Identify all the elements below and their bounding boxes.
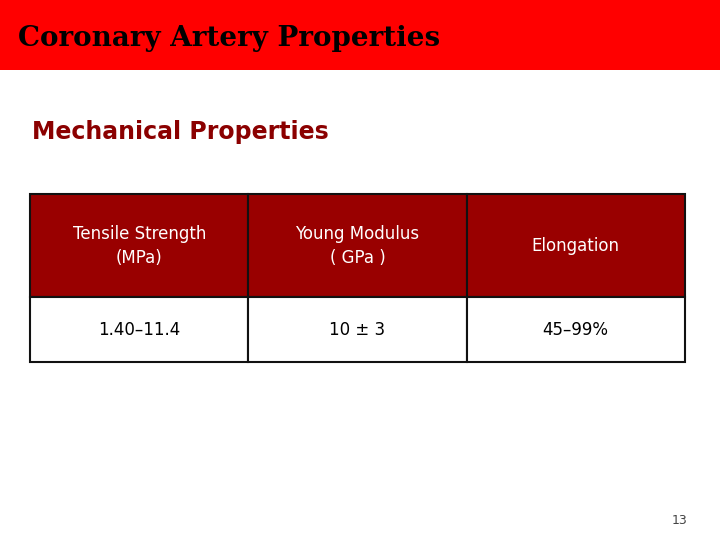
Text: Tensile Strength: Tensile Strength <box>73 225 206 243</box>
Text: 10 ± 3: 10 ± 3 <box>330 321 385 339</box>
Text: 13: 13 <box>672 514 688 526</box>
Text: (MPa): (MPa) <box>116 249 163 267</box>
Text: Mechanical Properties: Mechanical Properties <box>32 120 329 144</box>
Text: Elongation: Elongation <box>531 237 620 255</box>
Text: Young Modulus: Young Modulus <box>295 225 420 243</box>
Text: 1.40–11.4: 1.40–11.4 <box>98 321 181 339</box>
Text: ( GPa ): ( GPa ) <box>330 249 385 267</box>
Text: 45–99%: 45–99% <box>543 321 608 339</box>
Text: Coronary Artery Properties: Coronary Artery Properties <box>18 25 440 52</box>
